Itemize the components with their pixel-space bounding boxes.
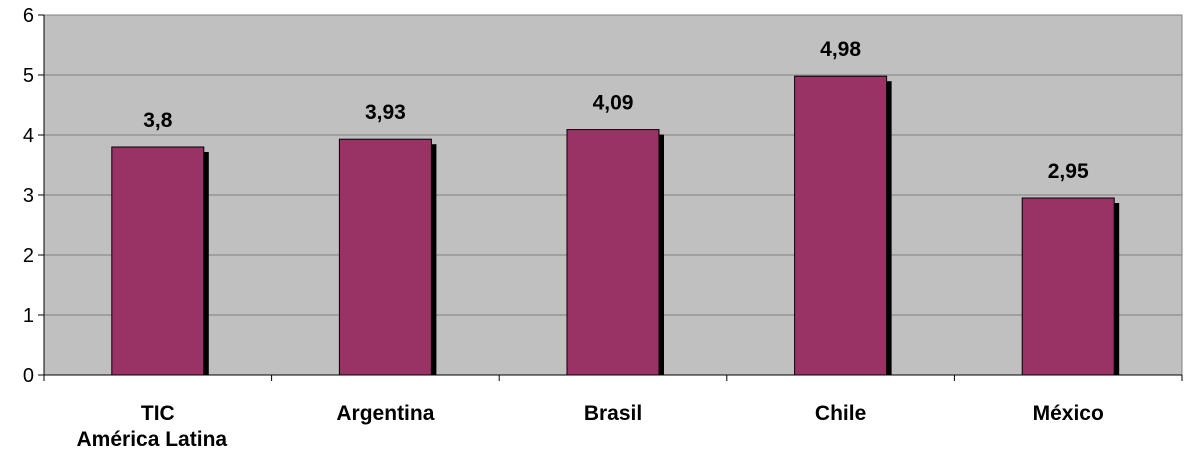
y-tick-label: 0: [23, 365, 34, 387]
y-tick-label: 3: [23, 185, 34, 207]
bar: [338, 138, 432, 376]
bar: [566, 129, 660, 376]
y-tick-label: 1: [23, 305, 34, 327]
y-tick-label: 4: [23, 125, 34, 147]
category-label: Brasil: [584, 402, 642, 425]
y-tick-label: 6: [23, 5, 34, 27]
data-label: 3,8: [143, 109, 173, 132]
category-label: América Latina: [77, 428, 228, 451]
data-label: 2,95: [1048, 160, 1089, 183]
y-tick-label: 5: [23, 65, 34, 87]
data-labels: 3,8 3,93 4,09 4,98 2,95: [143, 38, 1089, 183]
data-label: 4,09: [593, 92, 634, 115]
data-label: 3,93: [365, 101, 406, 124]
y-tick-label: 2: [23, 245, 34, 267]
category-labels: TIC América Latina Argentina Brasil Chile Méx…: [77, 402, 1104, 451]
x-axis-ticks: [43, 375, 1183, 381]
bar: [1021, 197, 1115, 376]
bar: [794, 75, 888, 376]
data-label: 4,98: [820, 38, 861, 61]
bars: [111, 75, 1120, 376]
bar: [111, 146, 205, 376]
category-label: México: [1033, 402, 1104, 425]
category-label: Chile: [815, 402, 866, 425]
category-label: TIC: [141, 402, 175, 425]
category-label: Argentina: [336, 402, 434, 425]
